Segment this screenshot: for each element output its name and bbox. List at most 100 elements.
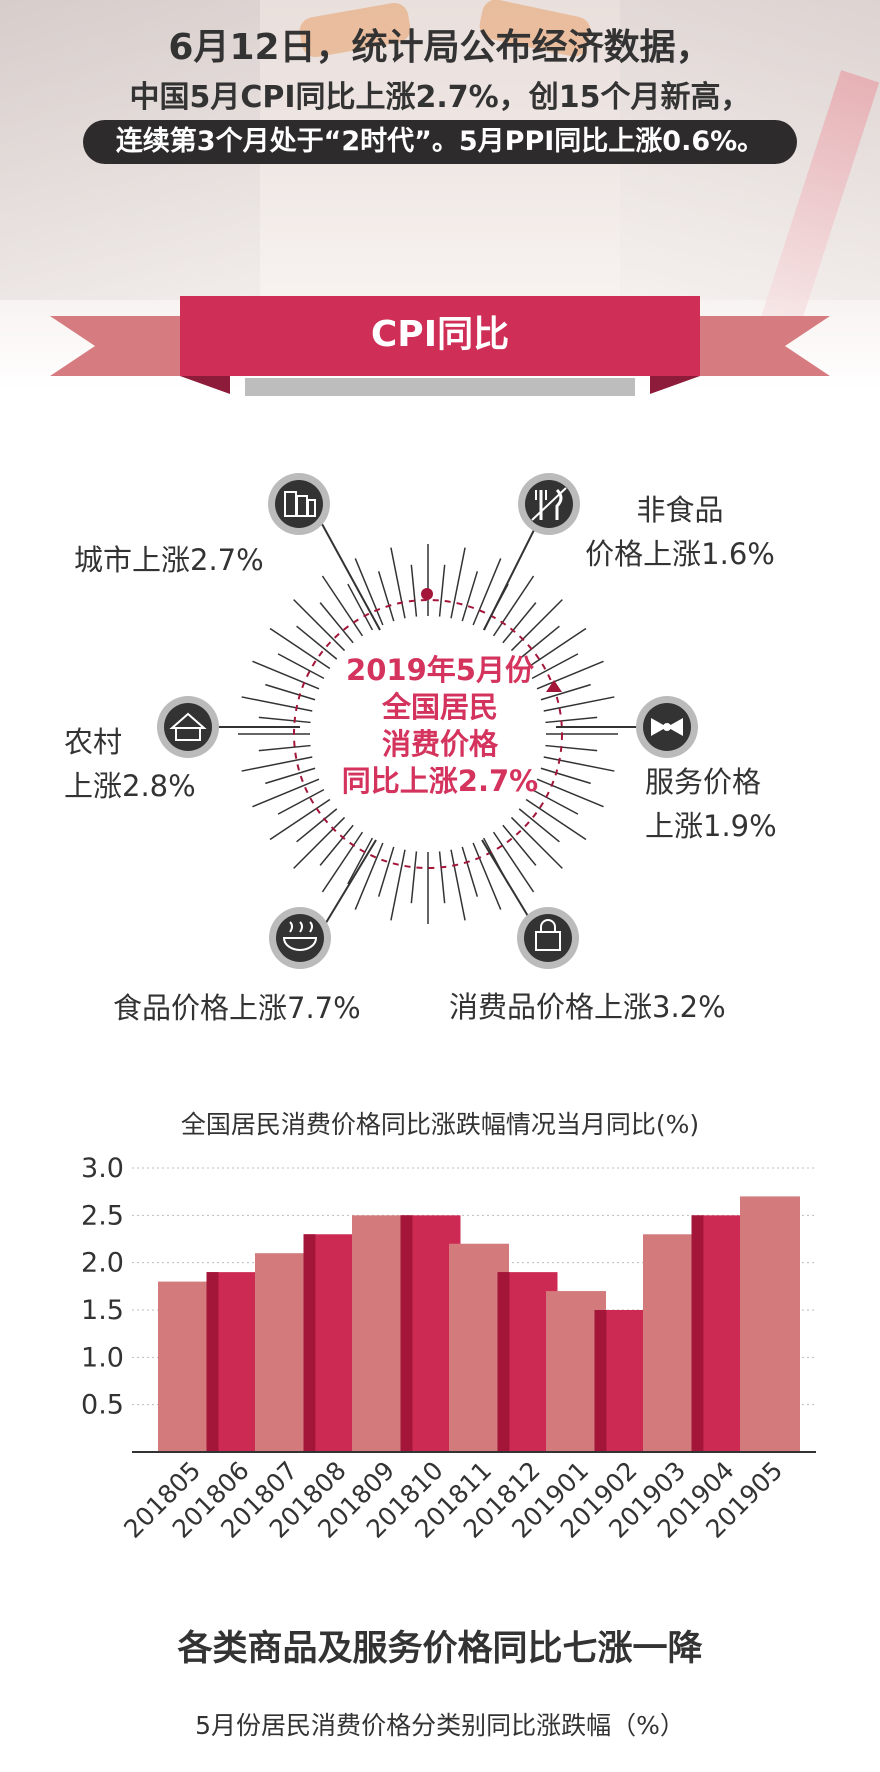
- sunburst-ray: [321, 575, 364, 637]
- bar-shadow: [400, 1215, 413, 1452]
- bar: [740, 1196, 800, 1452]
- label-services: 服务价格 上涨1.9%: [645, 760, 777, 848]
- sunburst-ray: [438, 851, 446, 904]
- sunburst-ray: [492, 831, 535, 893]
- sunburst-ray: [510, 816, 563, 869]
- sunburst-ray: [252, 778, 320, 808]
- x-axis-ticks: 2018052018062018072018082018092018102018…: [118, 1456, 788, 1544]
- label-line: 上涨2.8%: [64, 769, 196, 803]
- sunburst-ray: [410, 851, 418, 904]
- building-icon: [268, 473, 330, 535]
- summary-pill: 连续第3个月处于“2时代”。5月PPI同比上涨0.6%。: [83, 120, 797, 164]
- sunburst-ray: [265, 767, 316, 785]
- cpi-bar-chart: 0.5 1.0 1.5 2.0 2.5 3.0 201805201806201807201…: [81, 1153, 816, 1544]
- sunburst-ray: [472, 842, 502, 910]
- sunburst-ray: [461, 571, 479, 622]
- sunburst-ray: [545, 744, 598, 752]
- circle-arrow: [546, 680, 562, 692]
- sunburst-ray: [377, 846, 395, 897]
- sunburst-ray: [450, 849, 466, 921]
- sunburst-ray: [390, 849, 406, 921]
- ribbon-title: CPI同比: [370, 314, 510, 355]
- sunburst-ray: [531, 653, 579, 680]
- shopping-bag-icon: [517, 907, 579, 969]
- sunburst-ray: [321, 831, 364, 893]
- sunburst-ray: [319, 824, 354, 866]
- circle-dot: [421, 588, 433, 600]
- sunburst-ray: [390, 547, 406, 619]
- sunburst-ray: [293, 816, 346, 869]
- sunburst-ray: [319, 602, 354, 644]
- sunburst-ray: [461, 846, 479, 897]
- sunburst-ray: [377, 571, 395, 622]
- center-line: 消费价格: [381, 727, 498, 761]
- bar-shadow: [497, 1272, 510, 1452]
- y-tick-label: 2.5: [81, 1200, 124, 1231]
- chart-title: 全国居民消费价格同比涨跌幅情况当月同比(%): [180, 1110, 700, 1139]
- sunburst-ray: [269, 627, 331, 670]
- ribbon-shadow: [245, 378, 635, 396]
- label-line: 服务价格: [645, 765, 762, 799]
- sunburst-ray: [543, 696, 615, 712]
- sunburst-ray: [265, 683, 316, 701]
- sunburst-ray: [536, 778, 604, 808]
- sunburst-ray: [525, 798, 587, 841]
- sunburst-ray: [269, 798, 331, 841]
- label-line: 价格上涨1.6%: [585, 537, 775, 571]
- sunburst-ray: [543, 756, 615, 772]
- label-nonfood: 非食品 价格上涨1.6%: [570, 488, 790, 576]
- section-ribbon: [50, 296, 830, 396]
- sunburst-ray: [518, 625, 560, 660]
- subheadline: 中国5月CPI同比上涨2.7%，创15个月新高，: [129, 80, 751, 115]
- house-icon: [157, 696, 219, 758]
- sunburst-ray: [545, 716, 598, 724]
- label-line: 农村: [64, 725, 123, 759]
- sunburst-ray: [258, 716, 311, 724]
- label-line: 上涨1.9%: [645, 809, 777, 843]
- sunburst-ray: [536, 660, 604, 690]
- bow-tie-icon: [636, 696, 698, 758]
- sunburst-ray: [296, 808, 338, 843]
- sunburst-ray: [502, 824, 537, 866]
- center-line: 2019年5月份: [346, 653, 534, 687]
- bowl-icon: [269, 907, 331, 969]
- section-title: 各类商品及服务价格同比七涨一降: [177, 1629, 703, 1669]
- bar-shadow: [691, 1215, 704, 1452]
- ribbon-right-tail: [700, 316, 830, 376]
- sunburst-ray: [502, 602, 537, 644]
- label-food: 食品价格上涨7.7%: [113, 991, 361, 1025]
- label-line: 非食品: [636, 493, 724, 527]
- y-tick-label: 1.0: [81, 1342, 124, 1373]
- sunburst-ray: [540, 767, 591, 785]
- ribbon-left-tail: [50, 316, 180, 376]
- sunburst-ray: [347, 583, 374, 631]
- sunburst-ray: [241, 756, 313, 772]
- sunburst-ray: [531, 788, 579, 815]
- section-subtitle: 5月份居民消费价格分类别同比涨跌幅（%）: [195, 1711, 685, 1740]
- ribbon-fold-right: [650, 376, 700, 394]
- cpi-radial-diagram: [157, 473, 698, 969]
- y-tick-label: 0.5: [81, 1390, 124, 1421]
- sunburst-ray: [472, 558, 502, 626]
- sunburst-ray: [293, 599, 346, 652]
- radial-center-text: 2019年5月份 全国居民 消费价格 同比上涨2.7%: [320, 652, 560, 800]
- sunburst-ray: [540, 683, 591, 701]
- ribbon-main: [180, 296, 700, 376]
- dashed-circle: [293, 599, 563, 869]
- bars: [158, 1196, 800, 1452]
- sunburst-ray: [518, 808, 560, 843]
- sunburst-ray: [252, 660, 320, 690]
- sunburst-ray: [258, 744, 311, 752]
- center-line: 同比上涨2.7%: [341, 764, 539, 798]
- center-line: 全国居民: [381, 690, 498, 724]
- sunburst-ray: [347, 837, 374, 885]
- sunburst-rays: [238, 544, 618, 924]
- bar-shadow: [303, 1234, 316, 1452]
- sunburst-ray: [296, 625, 338, 660]
- fork-knife-icon: [518, 473, 580, 535]
- y-tick-label: 3.0: [81, 1153, 124, 1184]
- sunburst-ray: [410, 564, 418, 617]
- headline: 6月12日，统计局公布经济数据，: [168, 27, 712, 68]
- sunburst-ray: [277, 653, 325, 680]
- ribbon-fold-left: [180, 376, 230, 394]
